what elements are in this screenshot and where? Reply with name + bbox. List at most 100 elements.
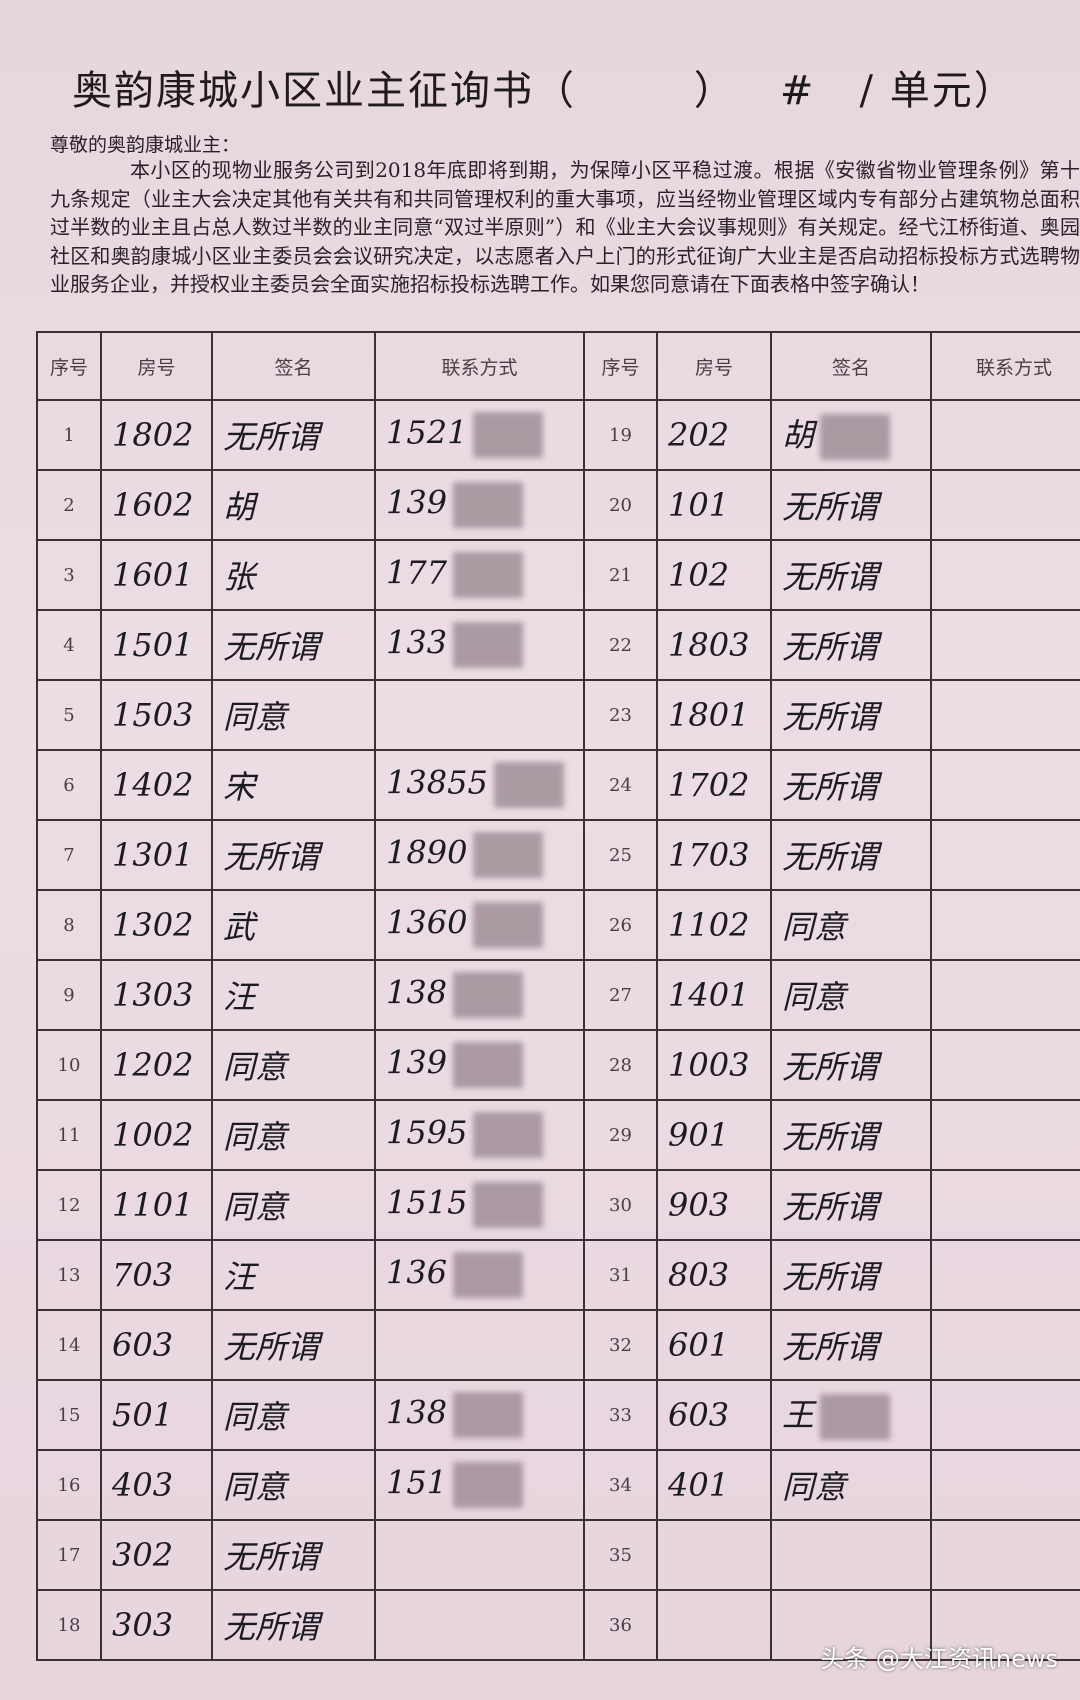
table-row: 17 302 无所谓 35 xyxy=(36,1519,1080,1591)
header-signature: 签名 xyxy=(770,331,932,401)
row-number: 5 xyxy=(36,679,102,751)
contact xyxy=(930,469,1080,541)
contact-text: 138 xyxy=(386,1393,448,1432)
notice-paragraph: 本小区的现物业服务公司到2018年底即将到期，为保障小区平稳过渡。根据《安徽省物… xyxy=(50,158,1080,296)
signature: 无所谓 xyxy=(211,399,376,471)
contact xyxy=(930,819,1080,891)
contact xyxy=(930,959,1080,1031)
contact xyxy=(930,1239,1080,1311)
contact: 139 xyxy=(374,469,585,541)
row-number: 13 xyxy=(36,1239,102,1311)
contact-text: 1515 xyxy=(386,1183,468,1222)
signature-text: 汪 xyxy=(223,978,256,1016)
room-number: 601 xyxy=(656,1309,772,1381)
signature: 无所谓 xyxy=(770,469,932,541)
redacted-blur xyxy=(473,1112,544,1158)
row-number: 17 xyxy=(36,1519,102,1591)
table-row: 16 403 同意 151 34 401 同意 xyxy=(36,1449,1080,1521)
row-number: 27 xyxy=(583,959,658,1031)
room-number: 603 xyxy=(100,1309,213,1381)
room-number: 1002 xyxy=(100,1099,213,1171)
contact: 138 xyxy=(374,1379,585,1451)
redacted-blur xyxy=(473,1182,544,1228)
redacted-blur xyxy=(453,1392,524,1438)
signature: 同意 xyxy=(770,889,932,961)
table-header-row: 序号 房号 签名 联系方式 序号 房号 签名 联系方式 xyxy=(36,331,1080,401)
contact: 133 xyxy=(374,609,585,681)
room-number: 703 xyxy=(100,1239,213,1311)
signature: 同意 xyxy=(211,1379,376,1451)
contact xyxy=(930,1029,1080,1101)
contact xyxy=(374,1519,585,1591)
contact-text: 139 xyxy=(386,1043,448,1082)
redacted-blur xyxy=(473,832,544,878)
table-row: 5 1503 同意 23 1801 无所谓 xyxy=(36,679,1080,751)
title-building-mark: # xyxy=(779,68,816,114)
contact-text: 151 xyxy=(386,1463,448,1502)
signature-text: 无所谓 xyxy=(782,768,879,806)
signature: 汪 xyxy=(211,959,376,1031)
room-number: 1302 xyxy=(100,889,213,961)
signature-table: 序号 房号 签名 联系方式 序号 房号 签名 联系方式 1 1802 无所谓 1… xyxy=(36,331,1080,1661)
table-row: 3 1601 张 177 21 102 无所谓 xyxy=(36,539,1080,611)
contact: 1521 xyxy=(374,399,585,471)
row-number: 2 xyxy=(36,469,102,541)
room-number: 603 xyxy=(656,1379,772,1451)
redacted-blur xyxy=(453,1462,524,1508)
signature-text: 无所谓 xyxy=(782,1118,879,1156)
signature: 无所谓 xyxy=(211,609,376,681)
signature: 无所谓 xyxy=(770,1099,932,1171)
signature: 无所谓 xyxy=(211,1589,376,1661)
room-number: 1102 xyxy=(656,889,772,961)
header-room: 房号 xyxy=(656,331,772,401)
room-number: 1601 xyxy=(100,539,213,611)
signature-text: 胡 xyxy=(782,415,815,454)
signature xyxy=(770,1519,932,1591)
row-number: 26 xyxy=(583,889,658,961)
room-number: 1402 xyxy=(100,749,213,821)
signature-text: 无所谓 xyxy=(782,488,879,526)
room-number: 101 xyxy=(656,469,772,541)
contact xyxy=(930,1519,1080,1591)
contact-text: 177 xyxy=(386,553,448,592)
document-title: 奥韵康城小区业主征询书（ ） # / 单元） xyxy=(72,58,1016,116)
row-number: 33 xyxy=(583,1379,658,1451)
signature: 无所谓 xyxy=(770,609,932,681)
signature-text: 无所谓 xyxy=(223,838,320,876)
contact xyxy=(930,1309,1080,1381)
title-paren: ） xyxy=(693,68,736,114)
row-number: 21 xyxy=(583,539,658,611)
room-number: 1501 xyxy=(100,609,213,681)
signature: 同意 xyxy=(211,679,376,751)
row-number: 4 xyxy=(36,609,102,681)
row-number: 22 xyxy=(583,609,658,681)
room-number: 1802 xyxy=(100,399,213,471)
contact xyxy=(930,889,1080,961)
room-number: 1003 xyxy=(656,1029,772,1101)
signature: 胡 xyxy=(770,399,932,471)
room-number: 302 xyxy=(100,1519,213,1591)
signature-text: 同意 xyxy=(223,1048,288,1086)
contact xyxy=(930,679,1080,751)
row-number: 32 xyxy=(583,1309,658,1381)
table-row: 2 1602 胡 139 20 101 无所谓 xyxy=(36,469,1080,541)
contact xyxy=(930,1589,1080,1661)
row-number: 25 xyxy=(583,819,658,891)
signature: 无所谓 xyxy=(770,1029,932,1101)
signature: 张 xyxy=(211,539,376,611)
row-number: 20 xyxy=(583,469,658,541)
contact: 138 xyxy=(374,959,585,1031)
contact-text: 1890 xyxy=(386,833,468,872)
signature-text: 无所谓 xyxy=(782,628,879,666)
signature: 无所谓 xyxy=(770,749,932,821)
row-number: 14 xyxy=(36,1309,102,1381)
room-number: 1101 xyxy=(100,1169,213,1241)
header-room: 房号 xyxy=(100,331,213,401)
signature-text: 无所谓 xyxy=(223,1608,320,1646)
contact: 13855 xyxy=(374,749,585,821)
header-no: 序号 xyxy=(583,331,658,401)
room-number: 202 xyxy=(656,399,772,471)
signature: 胡 xyxy=(211,469,376,541)
row-number: 31 xyxy=(583,1239,658,1311)
contact xyxy=(930,749,1080,821)
